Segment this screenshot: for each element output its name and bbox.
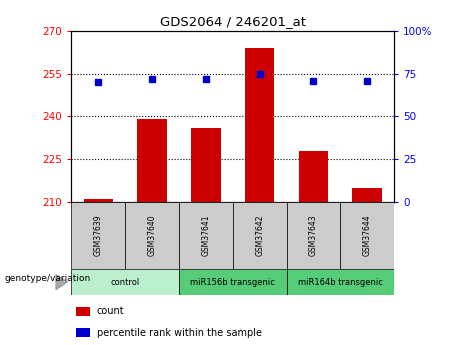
- Text: GSM37640: GSM37640: [148, 215, 157, 256]
- Bar: [179, 202, 233, 269]
- Text: control: control: [111, 277, 140, 287]
- Bar: [179, 269, 287, 295]
- Bar: [83, 199, 113, 202]
- Bar: [71, 202, 125, 269]
- Text: GSM37644: GSM37644: [363, 215, 372, 256]
- Text: miR156b transgenic: miR156b transgenic: [190, 277, 275, 287]
- Text: percentile rank within the sample: percentile rank within the sample: [97, 328, 262, 338]
- Text: GSM37642: GSM37642: [255, 215, 264, 256]
- Title: GDS2064 / 246201_at: GDS2064 / 246201_at: [160, 16, 306, 29]
- Bar: [76, 307, 90, 316]
- Bar: [137, 119, 167, 202]
- Bar: [299, 151, 328, 202]
- Bar: [353, 188, 382, 202]
- Bar: [71, 269, 179, 295]
- Bar: [191, 128, 221, 202]
- Bar: [76, 328, 90, 337]
- Text: genotype/variation: genotype/variation: [5, 274, 91, 283]
- Text: miR164b transgenic: miR164b transgenic: [298, 277, 383, 287]
- Polygon shape: [56, 274, 68, 290]
- Bar: [233, 202, 287, 269]
- Bar: [340, 202, 394, 269]
- Bar: [245, 48, 274, 202]
- Text: GSM37641: GSM37641: [201, 215, 210, 256]
- Text: GSM37643: GSM37643: [309, 215, 318, 256]
- Text: GSM37639: GSM37639: [94, 215, 103, 256]
- Text: count: count: [97, 306, 124, 316]
- Bar: [125, 202, 179, 269]
- Bar: [287, 202, 340, 269]
- Bar: [287, 269, 394, 295]
